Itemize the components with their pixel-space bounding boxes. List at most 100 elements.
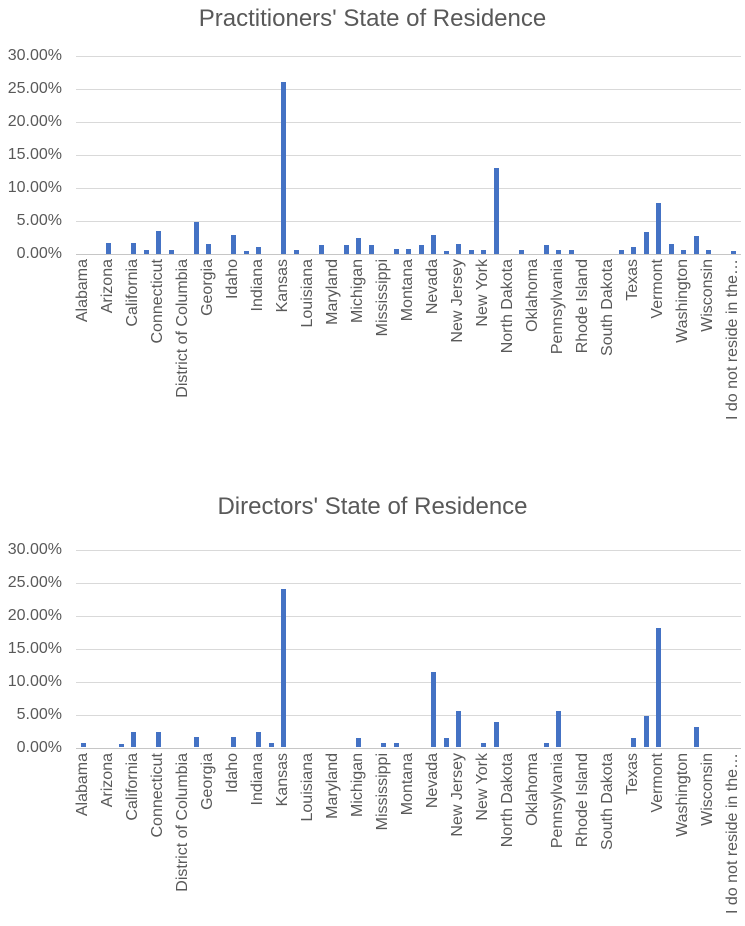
x-tick-label: District of Columbia — [174, 259, 192, 398]
x-tick-label: New Jersey — [449, 259, 467, 343]
y-tick-label: 25.00% — [7, 80, 62, 97]
x-tick-label: Alabama — [74, 753, 92, 817]
gridline — [76, 155, 741, 156]
bar-california — [131, 242, 136, 254]
bar-pennsylvania — [556, 250, 561, 254]
bar-oregon — [543, 742, 549, 748]
x-tick-label: Mississippi — [374, 259, 392, 337]
bar-montana — [406, 249, 411, 254]
bar-kentucky — [293, 250, 299, 254]
x-tick-label: Washington — [674, 753, 692, 837]
bar-idaho — [231, 234, 236, 254]
x-tick-label: I do not reside in the… — [724, 753, 742, 914]
bar-colorado — [143, 250, 149, 254]
bar-arkansas — [118, 743, 124, 748]
x-tick-label: Oklahoma — [524, 753, 542, 826]
y-tick-label: 5.00% — [16, 212, 62, 229]
bar-mississippi — [381, 742, 386, 748]
bar-new-mexico — [468, 250, 474, 254]
bar-tennessee — [618, 250, 624, 254]
bar-utah — [643, 231, 649, 254]
x-tick-label: Maryland — [324, 259, 342, 325]
bar-oregon — [543, 244, 549, 254]
bar-alabama — [81, 742, 86, 748]
x-tick-label: Georgia — [199, 753, 217, 810]
x-tick-label: Washington — [674, 259, 692, 343]
x-tick-label: Louisiana — [299, 259, 317, 328]
bar-florida — [193, 222, 199, 254]
x-axis-line — [76, 254, 741, 255]
x-tick-label: North Dakota — [499, 753, 517, 848]
y-tick-label: 10.00% — [7, 672, 62, 690]
gridline — [76, 714, 741, 716]
bar-georgia — [206, 244, 211, 254]
gridline — [76, 188, 741, 189]
bar-missouri — [393, 742, 399, 748]
bar-new-jersey — [456, 710, 461, 748]
bar-delaware — [168, 250, 174, 254]
bar-massachusetts — [343, 245, 349, 254]
bar-idaho — [231, 736, 236, 748]
y-tick-label: 30.00% — [7, 47, 62, 64]
gridline — [76, 549, 741, 551]
bar-north-carolina — [493, 721, 499, 748]
x-tick-label: Michigan — [349, 753, 367, 818]
bar-minnesota — [368, 245, 374, 254]
x-tick-label: Vermont — [649, 753, 667, 813]
bar-maine — [318, 244, 324, 254]
x-tick-label: Arizona — [99, 753, 117, 808]
gridline — [76, 89, 741, 90]
bar-missouri — [393, 249, 399, 254]
bar-arizona — [106, 242, 111, 254]
bar-west-virginia — [693, 727, 699, 748]
bar-indiana — [256, 732, 261, 748]
x-tick-label: Connecticut — [149, 753, 167, 838]
gridline — [76, 122, 741, 123]
bar-pennsylvania — [556, 710, 561, 748]
y-tick-label: 15.00% — [7, 639, 62, 657]
x-tick-label: Pennsylvania — [549, 753, 567, 849]
bar-kansas — [281, 82, 286, 254]
x-tick-label: Georgia — [199, 259, 217, 316]
y-tick-label: 0.00% — [16, 738, 62, 756]
x-tick-label: Arizona — [99, 259, 117, 314]
bar-nevada — [431, 671, 436, 748]
x-tick-label: Alabama — [74, 259, 92, 323]
x-tick-label: I do not reside in the… — [724, 259, 742, 420]
bar-michigan — [356, 238, 361, 254]
x-tick-label: Wisconsin — [699, 753, 717, 826]
x-axis-line — [76, 747, 741, 749]
directors-chart-title: Directors' State of Residence — [217, 493, 528, 520]
bar-new-hampshire — [443, 250, 449, 254]
y-tick-label: 20.00% — [7, 113, 62, 130]
x-tick-label: Michigan — [349, 259, 367, 324]
bar-connecticut — [156, 731, 161, 748]
x-tick-label: South Dakota — [599, 753, 617, 850]
x-tick-label: Indiana — [249, 753, 267, 806]
bar-new-hampshire — [443, 737, 449, 748]
bar-connecticut — [156, 230, 161, 254]
y-tick-label: 25.00% — [7, 573, 62, 591]
bar-washington — [681, 250, 686, 254]
x-tick-label: South Dakota — [599, 259, 617, 356]
x-tick-label: Mississippi — [374, 753, 392, 831]
x-tick-label: New York — [474, 753, 492, 821]
x-tick-label: Montana — [399, 259, 417, 322]
bar-ohio — [518, 250, 524, 254]
x-tick-label: Maryland — [324, 753, 342, 819]
bar-texas — [631, 247, 636, 254]
x-tick-label: District of Columbia — [174, 753, 192, 892]
x-tick-label: North Dakota — [499, 259, 517, 354]
x-tick-label: Vermont — [649, 259, 667, 319]
gridline — [76, 56, 741, 57]
bar-i-do-not-reside-in-the — [731, 250, 736, 254]
bar-wisconsin — [706, 250, 711, 254]
x-tick-label: California — [124, 753, 142, 821]
practitioners-chart-title: Practitioners' State of Residence — [198, 5, 547, 32]
x-tick-label: Nevada — [424, 259, 442, 315]
gridline — [76, 681, 741, 683]
bar-illinois — [243, 250, 249, 254]
x-tick-label: Idaho — [224, 259, 242, 300]
bar-indiana — [256, 246, 261, 254]
